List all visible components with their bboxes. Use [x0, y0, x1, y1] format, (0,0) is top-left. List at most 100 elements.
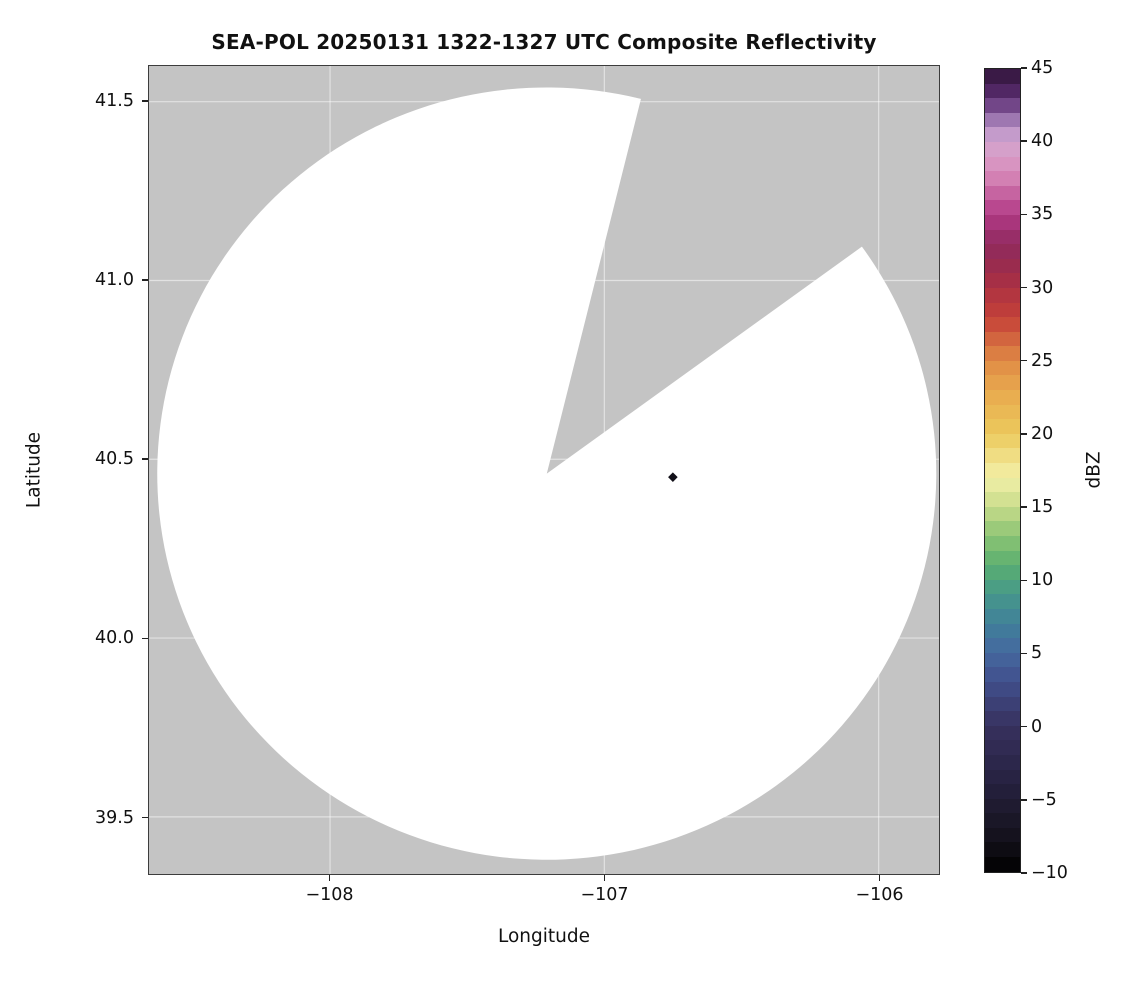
colorbar-tick-label: −5 [1031, 789, 1057, 810]
colorbar-band [985, 331, 1020, 347]
colorbar-band [985, 754, 1020, 770]
colorbar-band [985, 711, 1020, 726]
radar-coverage-area [157, 87, 937, 860]
colorbar-tick-label: 5 [1031, 643, 1043, 664]
colorbar-tick-mark [1021, 359, 1027, 362]
colorbar-band [985, 98, 1020, 113]
colorbar-tick-label: 15 [1031, 497, 1054, 518]
colorbar-band [985, 433, 1020, 449]
colorbar-band [985, 404, 1020, 420]
colorbar-band [985, 112, 1020, 128]
y-tick-label: 40.0 [95, 628, 134, 649]
colorbar-band [985, 200, 1020, 215]
colorbar-band [985, 214, 1020, 230]
colorbar-band [985, 536, 1020, 551]
colorbar-band [985, 784, 1020, 799]
colorbar-band [985, 419, 1020, 434]
colorbar-band [985, 521, 1020, 536]
colorbar-band [985, 273, 1020, 288]
colorbar-band [985, 141, 1020, 157]
colorbar-band [985, 594, 1020, 609]
colorbar-band [985, 798, 1020, 814]
colorbar-band [985, 229, 1020, 245]
x-tick-mark [328, 875, 331, 881]
colorbar-tick-label: 25 [1031, 350, 1054, 371]
colorbar-band [985, 638, 1020, 653]
colorbar-band [985, 360, 1020, 376]
y-tick-mark [142, 279, 148, 281]
colorbar-band [985, 346, 1020, 361]
radar-coverage-plot [149, 66, 939, 874]
colorbar-band [985, 667, 1020, 682]
colorbar-tick-label: 30 [1031, 277, 1054, 298]
colorbar-band [985, 477, 1020, 493]
colorbar-band [985, 827, 1020, 843]
colorbar-tick-label: 20 [1031, 423, 1054, 444]
colorbar-tick-mark [1021, 799, 1027, 801]
colorbar-band [985, 244, 1020, 259]
colorbar-band [985, 681, 1020, 697]
colorbar-label: dBZ [1083, 451, 1105, 489]
colorbar-tick-mark [1021, 725, 1027, 728]
x-axis-label: Longitude [497, 926, 590, 947]
colorbar-tick-label: 35 [1031, 204, 1054, 225]
colorbar-band [985, 375, 1020, 391]
x-tick-mark [878, 875, 881, 881]
x-tick-label: −108 [305, 885, 354, 905]
chart-title: SEA-POL 20250131 1322-1327 UTC Composite… [211, 30, 877, 54]
colorbar-band [985, 696, 1020, 712]
colorbar-band [985, 725, 1020, 741]
colorbar-band [985, 185, 1020, 201]
colorbar-band [985, 652, 1020, 668]
colorbar-band [985, 258, 1020, 274]
y-tick-label: 41.5 [95, 90, 134, 111]
colorbar-tick-mark [1021, 213, 1027, 216]
colorbar-band [985, 156, 1020, 172]
colorbar-tick-mark [1021, 67, 1027, 69]
colorbar-tick-label: 45 [1031, 58, 1054, 78]
colorbar-band [985, 317, 1020, 332]
colorbar-band [985, 769, 1020, 785]
y-tick-label: 41.0 [95, 270, 134, 291]
colorbar-band [985, 448, 1020, 464]
colorbar-band [985, 287, 1020, 303]
colorbar-tick-label: 0 [1031, 716, 1043, 737]
colorbar-band [985, 127, 1020, 142]
colorbar-tick-mark [1021, 286, 1027, 289]
colorbar-band [985, 506, 1020, 522]
colorbar-band [985, 842, 1020, 858]
y-tick-mark [142, 100, 148, 102]
colorbar-band [985, 857, 1020, 872]
colorbar-tick-mark [1021, 433, 1027, 435]
colorbar-band [985, 463, 1020, 478]
colorbar-band [985, 69, 1020, 84]
colorbar-tick-label: −10 [1031, 863, 1068, 883]
y-tick-label: 39.5 [95, 807, 134, 828]
colorbar-band [985, 550, 1020, 566]
colorbar-tick-mark [1021, 579, 1027, 582]
x-tick-label: −106 [855, 885, 904, 905]
colorbar-band [985, 579, 1020, 595]
x-tick-mark [603, 875, 606, 881]
colorbar-tick-mark [1021, 652, 1027, 655]
colorbar-tick-label: 40 [1031, 131, 1054, 152]
colorbar-tick-mark [1021, 872, 1027, 874]
colorbar-band [985, 390, 1020, 405]
y-tick-label: 40.5 [95, 449, 134, 470]
colorbar-band [985, 171, 1020, 186]
colorbar [984, 68, 1021, 873]
y-tick-mark [142, 637, 148, 640]
colorbar-tick-mark [1021, 506, 1027, 508]
colorbar-band [985, 740, 1020, 755]
x-tick-label: −107 [580, 885, 629, 905]
colorbar-band [985, 608, 1020, 624]
colorbar-band [985, 623, 1020, 639]
colorbar-band [985, 83, 1020, 99]
colorbar-tick-mark [1021, 140, 1027, 142]
y-tick-mark [142, 816, 148, 819]
echo-marker [668, 472, 678, 482]
colorbar-band [985, 813, 1020, 828]
colorbar-band [985, 492, 1020, 507]
y-tick-mark [142, 458, 148, 460]
